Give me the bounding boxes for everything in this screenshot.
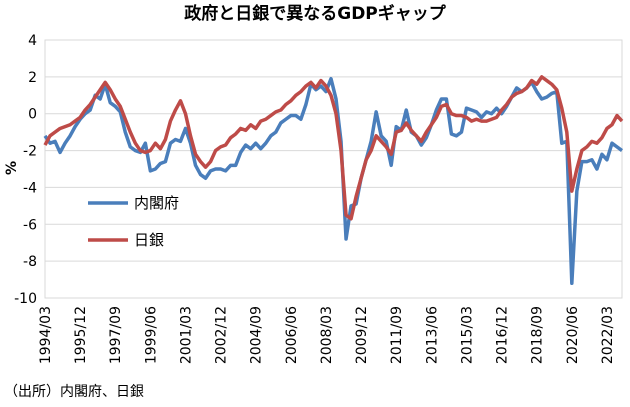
x-tick-label: 2004/09: [249, 306, 265, 364]
y-tick-label: -10: [14, 291, 37, 307]
x-tick-label: 2013/06: [424, 306, 440, 364]
legend-label: 日銀: [134, 231, 164, 249]
x-tick-label: 2016/12: [495, 306, 511, 364]
y-axis-label: %: [4, 161, 20, 175]
x-tick-label: 2015/03: [459, 306, 475, 364]
y-tick-label: 4: [28, 33, 37, 49]
x-tick-label: 1999/06: [143, 306, 159, 364]
x-tick-label: 1997/09: [108, 306, 124, 364]
x-tick-label: 2018/09: [530, 306, 546, 364]
y-tick-label: -8: [23, 254, 37, 270]
chart-title: 政府と日銀で異なるGDPギャップ: [184, 3, 447, 24]
line-series: [43, 75, 624, 221]
x-tick-label: 2009/12: [354, 306, 370, 364]
source-note: （出所）内閣府、日銀: [4, 384, 144, 400]
y-tick-label: -6: [23, 217, 37, 233]
y-tick-label: 2: [28, 70, 37, 86]
x-tick-label: 2022/03: [600, 306, 616, 364]
y-tick-label: -2: [23, 144, 37, 160]
x-tick-label: 1994/03: [38, 306, 54, 364]
x-tick-label: 1995/12: [73, 306, 89, 364]
plot-border: [44, 39, 623, 299]
x-tick-label: 2020/06: [565, 306, 581, 364]
legend-label: 内閣府: [134, 194, 179, 212]
x-tick-label: 2002/12: [214, 306, 230, 364]
y-tick-label: -4: [23, 180, 37, 196]
x-tick-label: 2001/03: [178, 306, 194, 364]
x-tick-label: 2008/03: [319, 306, 335, 364]
x-tick-label: 2011/09: [389, 306, 405, 364]
y-tick-label: 0: [28, 107, 37, 123]
x-tick-label: 2006/06: [284, 306, 300, 364]
